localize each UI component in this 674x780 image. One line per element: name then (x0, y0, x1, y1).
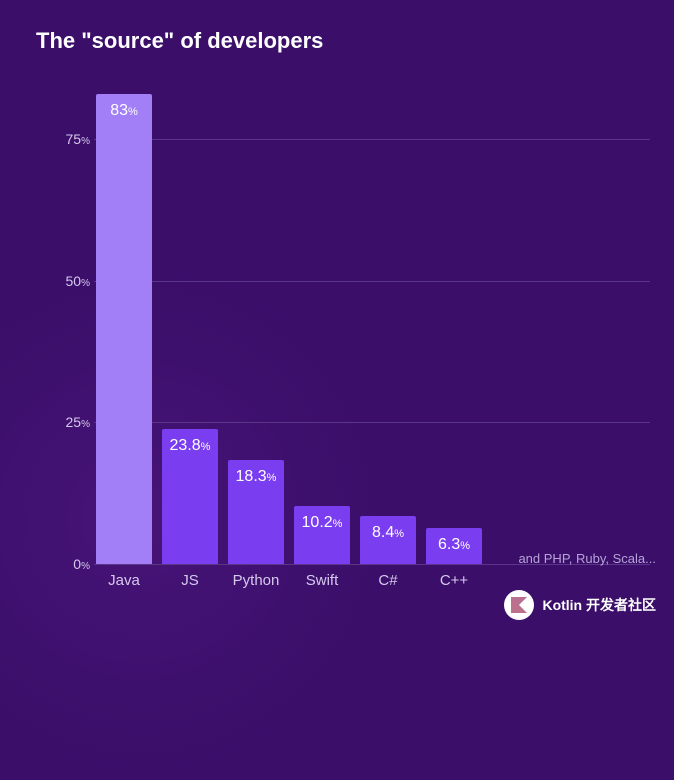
watermark-logo-circle (504, 590, 534, 620)
x-axis-label: JS (162, 572, 218, 589)
x-axis-label: Swift (294, 572, 350, 589)
bar-value-label: 18.3% (228, 468, 284, 486)
kotlin-icon (511, 597, 527, 613)
plot-area: 83% 23.8% 18.3% 10.2% 8.4% 6.3% (94, 94, 650, 564)
x-axis-label: C# (360, 572, 416, 589)
y-tick-label: 50% (50, 273, 90, 289)
bar-value-label: 23.8% (162, 437, 218, 455)
bars-group: 83% 23.8% 18.3% 10.2% 8.4% 6.3% (94, 94, 650, 564)
bar-wrap: 8.4% (360, 516, 416, 564)
x-axis-label: C++ (426, 572, 482, 589)
watermark: Kotlin 开发者社区 (504, 590, 656, 620)
bar-value-label: 8.4% (360, 524, 416, 542)
x-axis-label: Java (96, 572, 152, 589)
y-tick-label: 25% (50, 414, 90, 430)
chart-title: The "source" of developers (36, 28, 323, 54)
bar-value-label: 10.2% (294, 514, 350, 532)
x-axis-label: Python (228, 572, 284, 589)
bar-value-label: 83% (96, 102, 152, 120)
bar-wrap: 18.3% (228, 460, 284, 564)
bar-wrap: 10.2% (294, 506, 350, 564)
watermark-text: Kotlin 开发者社区 (542, 595, 656, 615)
bar-wrap: 83% (96, 94, 152, 564)
bar (96, 94, 152, 564)
y-tick-label: 0% (50, 556, 90, 572)
bar-value-label: 6.3% (426, 536, 482, 554)
chart-area: 0%25%50%75% 83%23.8%18.3%10.2%8.4%6.3% J… (54, 94, 650, 564)
footnote: and PHP, Ruby, Scala... (518, 551, 656, 566)
y-tick-label: 75% (50, 131, 90, 147)
bar-wrap: 23.8% (162, 429, 218, 564)
bar-wrap: 6.3% (426, 528, 482, 564)
